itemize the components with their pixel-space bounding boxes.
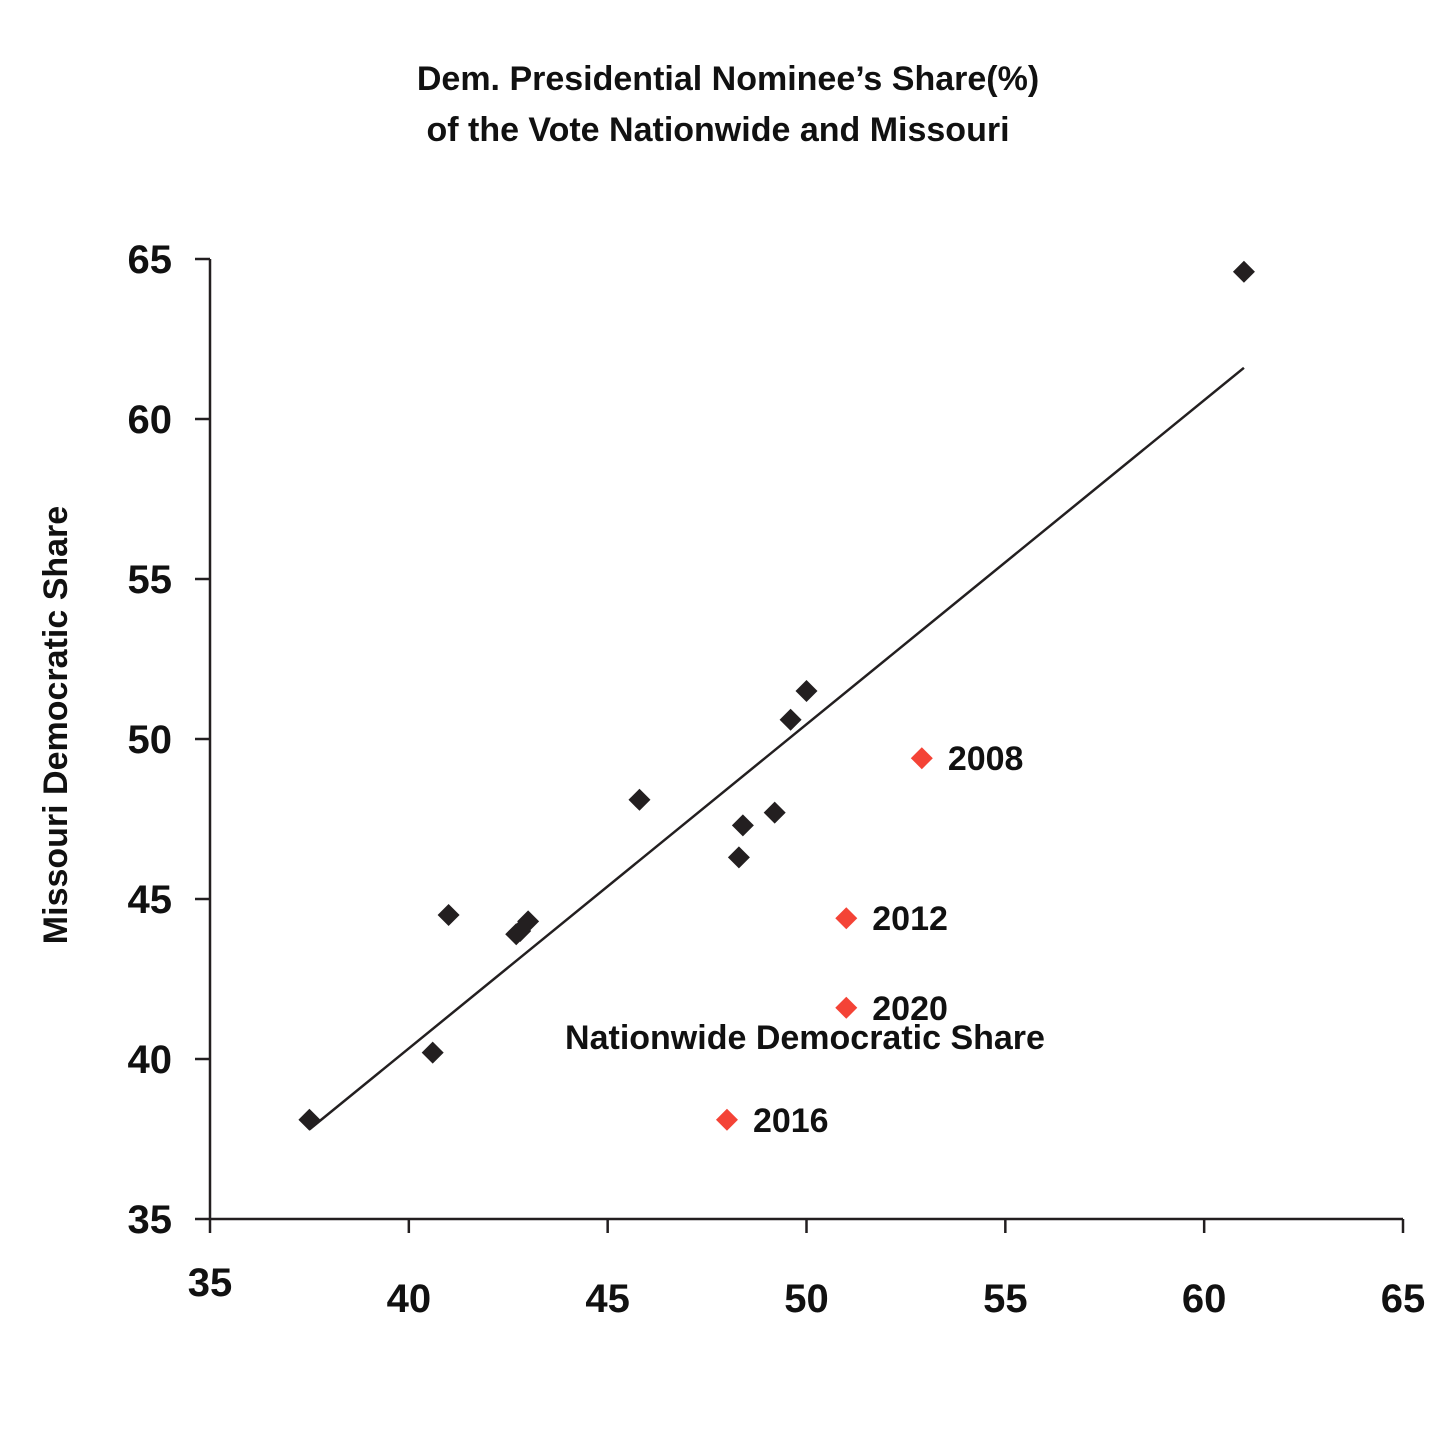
x-tick-label: 55: [983, 1277, 1028, 1321]
data-point: [437, 904, 460, 926]
chart-title-line-2: of the Vote Nationwide and Missouri: [426, 111, 1009, 149]
data-point: [795, 680, 818, 702]
data-point: [727, 846, 750, 869]
data-point: [628, 788, 651, 811]
data-point: [763, 801, 786, 824]
highlight-data-point: [835, 996, 858, 1019]
y-tick-label: 45: [128, 878, 173, 922]
y-tick-label: 60: [128, 398, 173, 442]
data-point: [421, 1041, 444, 1064]
chart-title-line-1: Dem. Presidential Nominee’s Share(%): [417, 60, 1039, 98]
x-tick-label: 60: [1182, 1277, 1227, 1321]
highlight-data-point: [910, 747, 933, 770]
y-tick-label: 40: [128, 1038, 173, 1082]
x-tick-label: 65: [1381, 1277, 1426, 1321]
data-point: [731, 814, 754, 837]
x-axis: 35 40 45 50 55 60 65: [188, 1217, 1426, 1321]
y-axis: 35 40 45 50 55 60 65: [128, 238, 212, 1242]
data-point: [298, 1108, 321, 1131]
data-point: [517, 910, 540, 933]
y-tick-label: 55: [128, 558, 173, 602]
data-label: 2008: [948, 740, 1024, 778]
data-label: 2012: [872, 900, 948, 938]
x-axis-title: Nationwide Democratic Share: [565, 1019, 1045, 1057]
highlight-data-point: [835, 907, 858, 930]
x-tick-label: 50: [784, 1277, 829, 1321]
x-tick-label: 45: [585, 1277, 630, 1321]
trendline-layer: [308, 366, 1245, 1131]
data-label: 2016: [753, 1102, 829, 1140]
y-axis-title: Missouri Democratic Share: [37, 506, 75, 944]
y-tick-label: 35: [128, 1198, 173, 1242]
trendline: [308, 366, 1245, 1131]
x-tick-label: 40: [387, 1277, 432, 1321]
y-tick-label: 65: [128, 238, 173, 282]
x-tick-label: 35: [188, 1261, 233, 1305]
data-point: [1232, 260, 1255, 283]
data-label: 2020: [872, 990, 948, 1028]
points-layer: 2008 2012 2016 2020: [298, 260, 1255, 1140]
y-tick-label: 50: [128, 718, 173, 762]
data-point: [779, 708, 802, 731]
highlight-data-point: [715, 1108, 738, 1131]
